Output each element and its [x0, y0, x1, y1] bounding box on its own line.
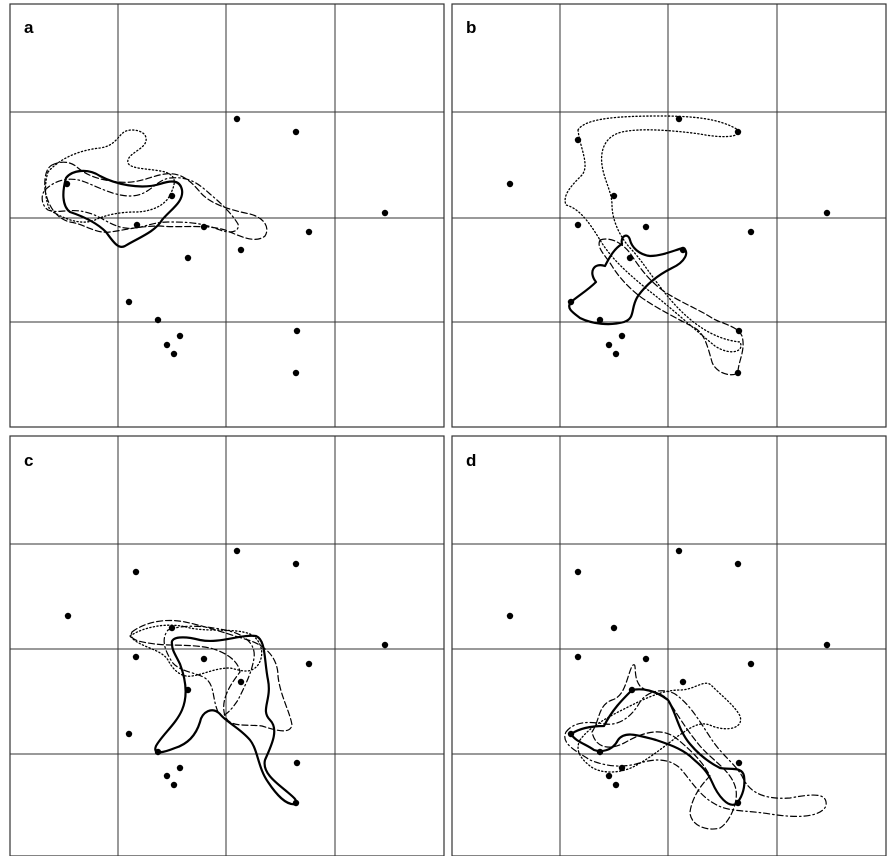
data-point: [132, 653, 140, 661]
dashdot-contour: [41, 177, 239, 233]
dashdot-contour: [163, 625, 255, 716]
data-point: [233, 547, 241, 555]
data-point: [176, 764, 184, 772]
data-point: [163, 772, 171, 780]
panel-grid: [10, 436, 444, 856]
data-point: [506, 180, 514, 188]
dashdot-contour: [564, 690, 827, 817]
data-point: [163, 341, 171, 349]
data-point: [610, 624, 618, 632]
data-point: [618, 332, 626, 340]
data-point: [381, 209, 389, 217]
panel-label: b: [466, 18, 476, 37]
data-point: [605, 772, 613, 780]
panel-grid: [452, 4, 886, 427]
solid-contour: [569, 688, 746, 806]
panel-label: c: [24, 451, 33, 470]
data-point: [823, 209, 831, 217]
data-point: [293, 327, 301, 335]
dashed-contour: [44, 161, 268, 240]
data-point: [506, 612, 514, 620]
data-point: [184, 254, 192, 262]
data-point: [747, 660, 755, 668]
data-point: [612, 350, 620, 358]
data-point: [381, 641, 389, 649]
panel-frame: [9, 435, 445, 856]
data-point: [305, 228, 313, 236]
dotted-contour: [44, 129, 175, 223]
panel-b: b: [451, 3, 887, 428]
data-point: [574, 221, 582, 229]
data-point: [237, 246, 245, 254]
data-point: [574, 653, 582, 661]
data-point: [605, 341, 613, 349]
data-point: [675, 115, 683, 123]
data-point: [64, 612, 72, 620]
panel-label: d: [466, 451, 476, 470]
data-point: [292, 128, 300, 136]
data-point: [735, 759, 743, 767]
panel-a: a: [9, 3, 445, 428]
point-set: [63, 115, 389, 377]
data-point: [612, 781, 620, 789]
data-point: [734, 369, 742, 377]
data-point: [132, 568, 140, 576]
panel-frame: [451, 435, 887, 856]
data-point: [125, 730, 133, 738]
solid-contour: [568, 234, 688, 326]
data-point: [293, 759, 301, 767]
panel-label: a: [24, 18, 34, 37]
dashed-contour: [598, 238, 744, 376]
data-point: [292, 369, 300, 377]
dashed-contour: [130, 619, 293, 732]
panel-frame: [451, 3, 887, 428]
dotted-contour: [129, 624, 263, 677]
data-point: [747, 228, 755, 236]
panel-c: c: [9, 435, 445, 856]
data-point: [734, 560, 742, 568]
data-point: [610, 192, 618, 200]
data-point: [133, 221, 141, 229]
data-point: [233, 115, 241, 123]
data-point: [237, 678, 245, 686]
panel-d: d: [451, 435, 887, 856]
data-point: [170, 781, 178, 789]
panel-grid: [10, 4, 444, 427]
solid-contour: [154, 634, 298, 806]
data-point: [154, 316, 162, 324]
solid-contour: [62, 169, 184, 248]
data-point: [596, 316, 604, 324]
data-point: [305, 660, 313, 668]
data-point: [642, 655, 650, 663]
data-point: [823, 641, 831, 649]
panel-grid: [452, 436, 886, 856]
dotted-contour: [564, 115, 742, 353]
data-point: [200, 655, 208, 663]
data-point: [292, 560, 300, 568]
dashed-contour: [591, 664, 737, 830]
data-point: [170, 350, 178, 358]
data-point: [125, 298, 133, 306]
data-point: [176, 332, 184, 340]
data-point: [679, 678, 687, 686]
data-point: [574, 568, 582, 576]
data-point: [168, 192, 176, 200]
data-point: [675, 547, 683, 555]
data-point: [642, 223, 650, 231]
panel-frame: [9, 3, 445, 428]
